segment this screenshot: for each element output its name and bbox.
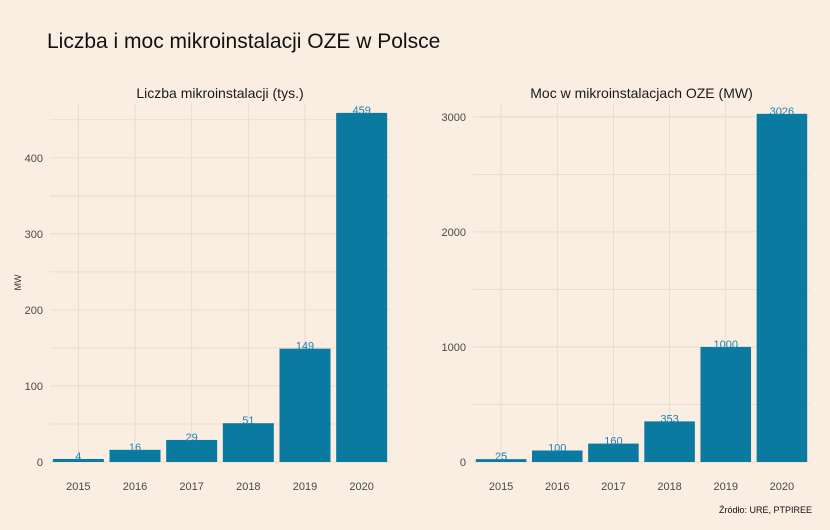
x-tick-label: 2016 bbox=[545, 481, 569, 493]
bar-2020 bbox=[336, 112, 388, 463]
bar-2018 bbox=[222, 423, 274, 462]
x-tick-label: 2017 bbox=[601, 481, 625, 493]
y-tick-label: 300 bbox=[25, 229, 43, 241]
y-tick-label: 2000 bbox=[442, 227, 466, 239]
x-tick-label: 2018 bbox=[657, 481, 681, 493]
x-tick-label: 2015 bbox=[489, 481, 513, 493]
data-label: 1000 bbox=[714, 339, 738, 351]
y-tick-label: 200 bbox=[25, 305, 43, 317]
data-label: 459 bbox=[352, 105, 370, 117]
y-tick-label: 100 bbox=[25, 381, 43, 393]
data-label: 25 bbox=[495, 451, 507, 463]
data-label: 51 bbox=[242, 415, 254, 427]
y-tick-label: 3000 bbox=[442, 112, 466, 124]
x-tick-label: 2017 bbox=[179, 481, 203, 493]
data-label: 160 bbox=[604, 436, 622, 448]
data-label: 100 bbox=[548, 442, 566, 454]
bar-2017 bbox=[166, 439, 218, 462]
data-label: 353 bbox=[660, 413, 678, 425]
bar-2017 bbox=[588, 443, 639, 462]
bar-2016 bbox=[531, 450, 583, 462]
bar-2019 bbox=[700, 346, 752, 462]
x-tick-label: 2020 bbox=[349, 481, 373, 493]
bar-2020 bbox=[756, 113, 808, 462]
data-label: 4 bbox=[75, 451, 81, 463]
panel-title: Moc w mikroinstalacjach OZE (MW) bbox=[530, 85, 752, 101]
panel-power: 0 1000 2000 3000 25 2015 100 2016 160 2017 353 2018… bbox=[442, 85, 810, 493]
x-tick-label: 2019 bbox=[293, 481, 317, 493]
data-label: 149 bbox=[296, 341, 314, 353]
bar-2019 bbox=[279, 348, 331, 462]
data-label: 16 bbox=[129, 442, 141, 454]
y-tick-label: 1000 bbox=[442, 342, 466, 354]
bar-2015 bbox=[475, 459, 527, 462]
chart-title: Liczba i moc mikroinstalacji OZE w Polsc… bbox=[47, 30, 440, 53]
bar-2015 bbox=[52, 458, 104, 462]
y-tick-label: 0 bbox=[37, 457, 43, 469]
bar-2016 bbox=[109, 449, 161, 462]
panel-count: 0 100 200 300 400 4 2015 16 2016 29 2017 51 2018 149 2… bbox=[13, 85, 390, 493]
data-label: 3026 bbox=[770, 106, 794, 118]
y-axis-label: MW bbox=[13, 274, 23, 290]
x-tick-label: 2020 bbox=[770, 481, 794, 493]
chart-panels: 0 100 200 300 400 4 2015 16 2016 29 2017 51 2018 149 2… bbox=[13, 85, 810, 493]
x-tick-label: 2018 bbox=[236, 481, 260, 493]
y-tick-label: 400 bbox=[25, 153, 43, 165]
x-tick-label: 2015 bbox=[66, 481, 90, 493]
source-caption: Źródło: URE, PTPIREE bbox=[719, 505, 812, 515]
panel-title: Liczba mikroinstalacji (tys.) bbox=[136, 85, 303, 101]
data-label: 29 bbox=[186, 432, 198, 444]
bar-2018 bbox=[644, 421, 695, 462]
y-tick-label: 0 bbox=[460, 457, 466, 469]
x-tick-label: 2016 bbox=[123, 481, 147, 493]
x-tick-label: 2019 bbox=[714, 481, 738, 493]
